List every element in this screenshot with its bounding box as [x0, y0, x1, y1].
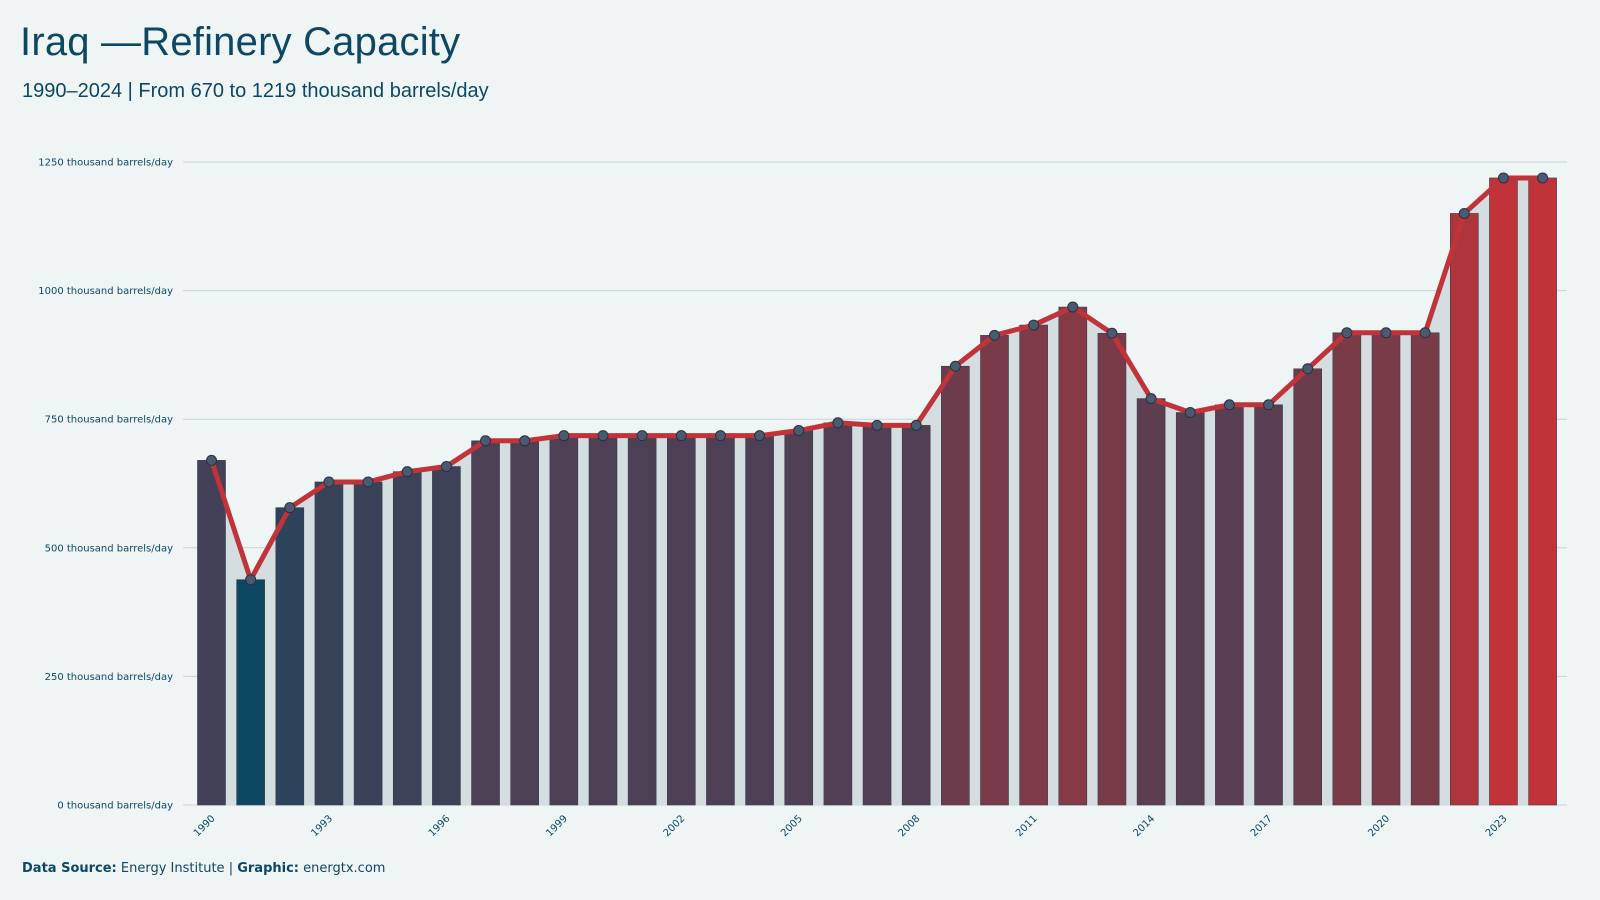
- data-point: [1223, 399, 1235, 411]
- bar: [353, 481, 383, 806]
- x-tick-label: 1993: [309, 813, 335, 839]
- bar: [314, 481, 344, 806]
- data-point: [675, 430, 687, 442]
- bar: [980, 335, 1009, 806]
- chart-title: Iraq —Refinery Capacity: [20, 20, 461, 64]
- bar: [1019, 324, 1048, 806]
- bar: [745, 435, 774, 806]
- bar: [901, 425, 931, 806]
- y-tick-label: 0 thousand barrels/day: [57, 801, 173, 812]
- x-tick-label: 1990: [192, 813, 218, 839]
- y-tick-label: 250 thousand barrels/day: [45, 672, 173, 683]
- data-point: [1497, 172, 1509, 184]
- bar: [236, 579, 265, 806]
- data-point: [597, 430, 609, 442]
- data-point: [558, 430, 570, 442]
- x-tick-label: 1999: [544, 813, 570, 839]
- bar: [1058, 306, 1088, 806]
- data-point: [1458, 207, 1470, 219]
- graphic-label: Graphic:: [237, 861, 299, 876]
- bar: [392, 471, 422, 806]
- data-point: [1028, 319, 1040, 331]
- y-tick-label: 500 thousand barrels/day: [45, 543, 173, 554]
- y-tick-label: 1250 thousand barrels/day: [38, 158, 173, 169]
- y-tick-label: 750 thousand barrels/day: [45, 415, 173, 426]
- data-point: [1341, 327, 1353, 339]
- source-label: Data Source:: [22, 861, 117, 876]
- data-point: [440, 461, 452, 473]
- bar: [1450, 213, 1479, 806]
- data-point: [1537, 172, 1549, 184]
- y-tick-label: 1000 thousand barrels/day: [38, 286, 173, 297]
- x-tick-label: 2005: [779, 813, 805, 839]
- bar: [666, 435, 696, 806]
- bar: [1371, 332, 1401, 806]
- source-value: Energy Institute: [120, 861, 225, 876]
- data-point: [362, 476, 374, 488]
- data-point: [714, 430, 726, 442]
- x-tick-label: 2014: [1131, 813, 1157, 839]
- data-point: [206, 454, 217, 466]
- bar: [1293, 368, 1322, 806]
- bar: [941, 365, 970, 806]
- data-point: [871, 419, 883, 431]
- bar: [706, 435, 735, 806]
- bar: [197, 460, 226, 806]
- data-point: [793, 425, 805, 437]
- chart-subtitle: 1990–2024 | From 670 to 1219 thousand ba…: [22, 80, 489, 102]
- x-tick-label: 2017: [1249, 813, 1275, 839]
- data-point: [519, 435, 531, 447]
- bar: [510, 440, 540, 806]
- x-tick-label: 2023: [1484, 813, 1510, 839]
- x-tick-label: 2020: [1366, 813, 1392, 839]
- x-tick-label: 1996: [427, 813, 453, 839]
- data-point: [245, 574, 257, 586]
- data-point: [1302, 363, 1314, 375]
- bar: [1215, 404, 1244, 806]
- data-point: [284, 502, 296, 514]
- bar: [432, 466, 461, 806]
- footer-separator: |: [228, 861, 234, 876]
- bar: [1097, 332, 1127, 806]
- data-point: [832, 417, 844, 429]
- data-point: [636, 430, 648, 442]
- data-point: [1145, 393, 1157, 405]
- bar: [1410, 332, 1440, 806]
- data-point: [754, 430, 766, 442]
- bar: [1332, 332, 1362, 806]
- bar: [1175, 412, 1205, 806]
- data-point: [1106, 327, 1118, 339]
- bar: [471, 440, 500, 806]
- bar: [627, 435, 657, 806]
- bar: [1528, 177, 1557, 806]
- bar: [1489, 177, 1518, 806]
- x-tick-label: 2011: [1014, 813, 1040, 839]
- data-point: [1184, 407, 1196, 419]
- data-point: [1419, 327, 1431, 339]
- graphic-value: energtx.com: [303, 861, 386, 876]
- bar: [275, 507, 305, 806]
- data-point: [1263, 399, 1275, 411]
- bar: [588, 435, 618, 806]
- data-point: [949, 360, 961, 372]
- footer-credits: Data Source: Energy Institute | Graphic:…: [22, 861, 385, 876]
- data-point: [910, 419, 922, 431]
- bar: [1254, 404, 1283, 806]
- data-point: [1380, 327, 1392, 339]
- bar: [784, 430, 814, 806]
- data-point: [401, 466, 413, 478]
- bar: [1136, 398, 1166, 806]
- bar: [862, 425, 892, 806]
- x-tick-label: 2002: [662, 813, 688, 839]
- x-tick-label: 2008: [897, 813, 923, 839]
- data-point: [989, 329, 1000, 341]
- bar: [549, 435, 579, 806]
- bar: [823, 422, 853, 806]
- data-point: [1067, 301, 1079, 313]
- data-point: [323, 476, 335, 488]
- data-point: [480, 435, 492, 447]
